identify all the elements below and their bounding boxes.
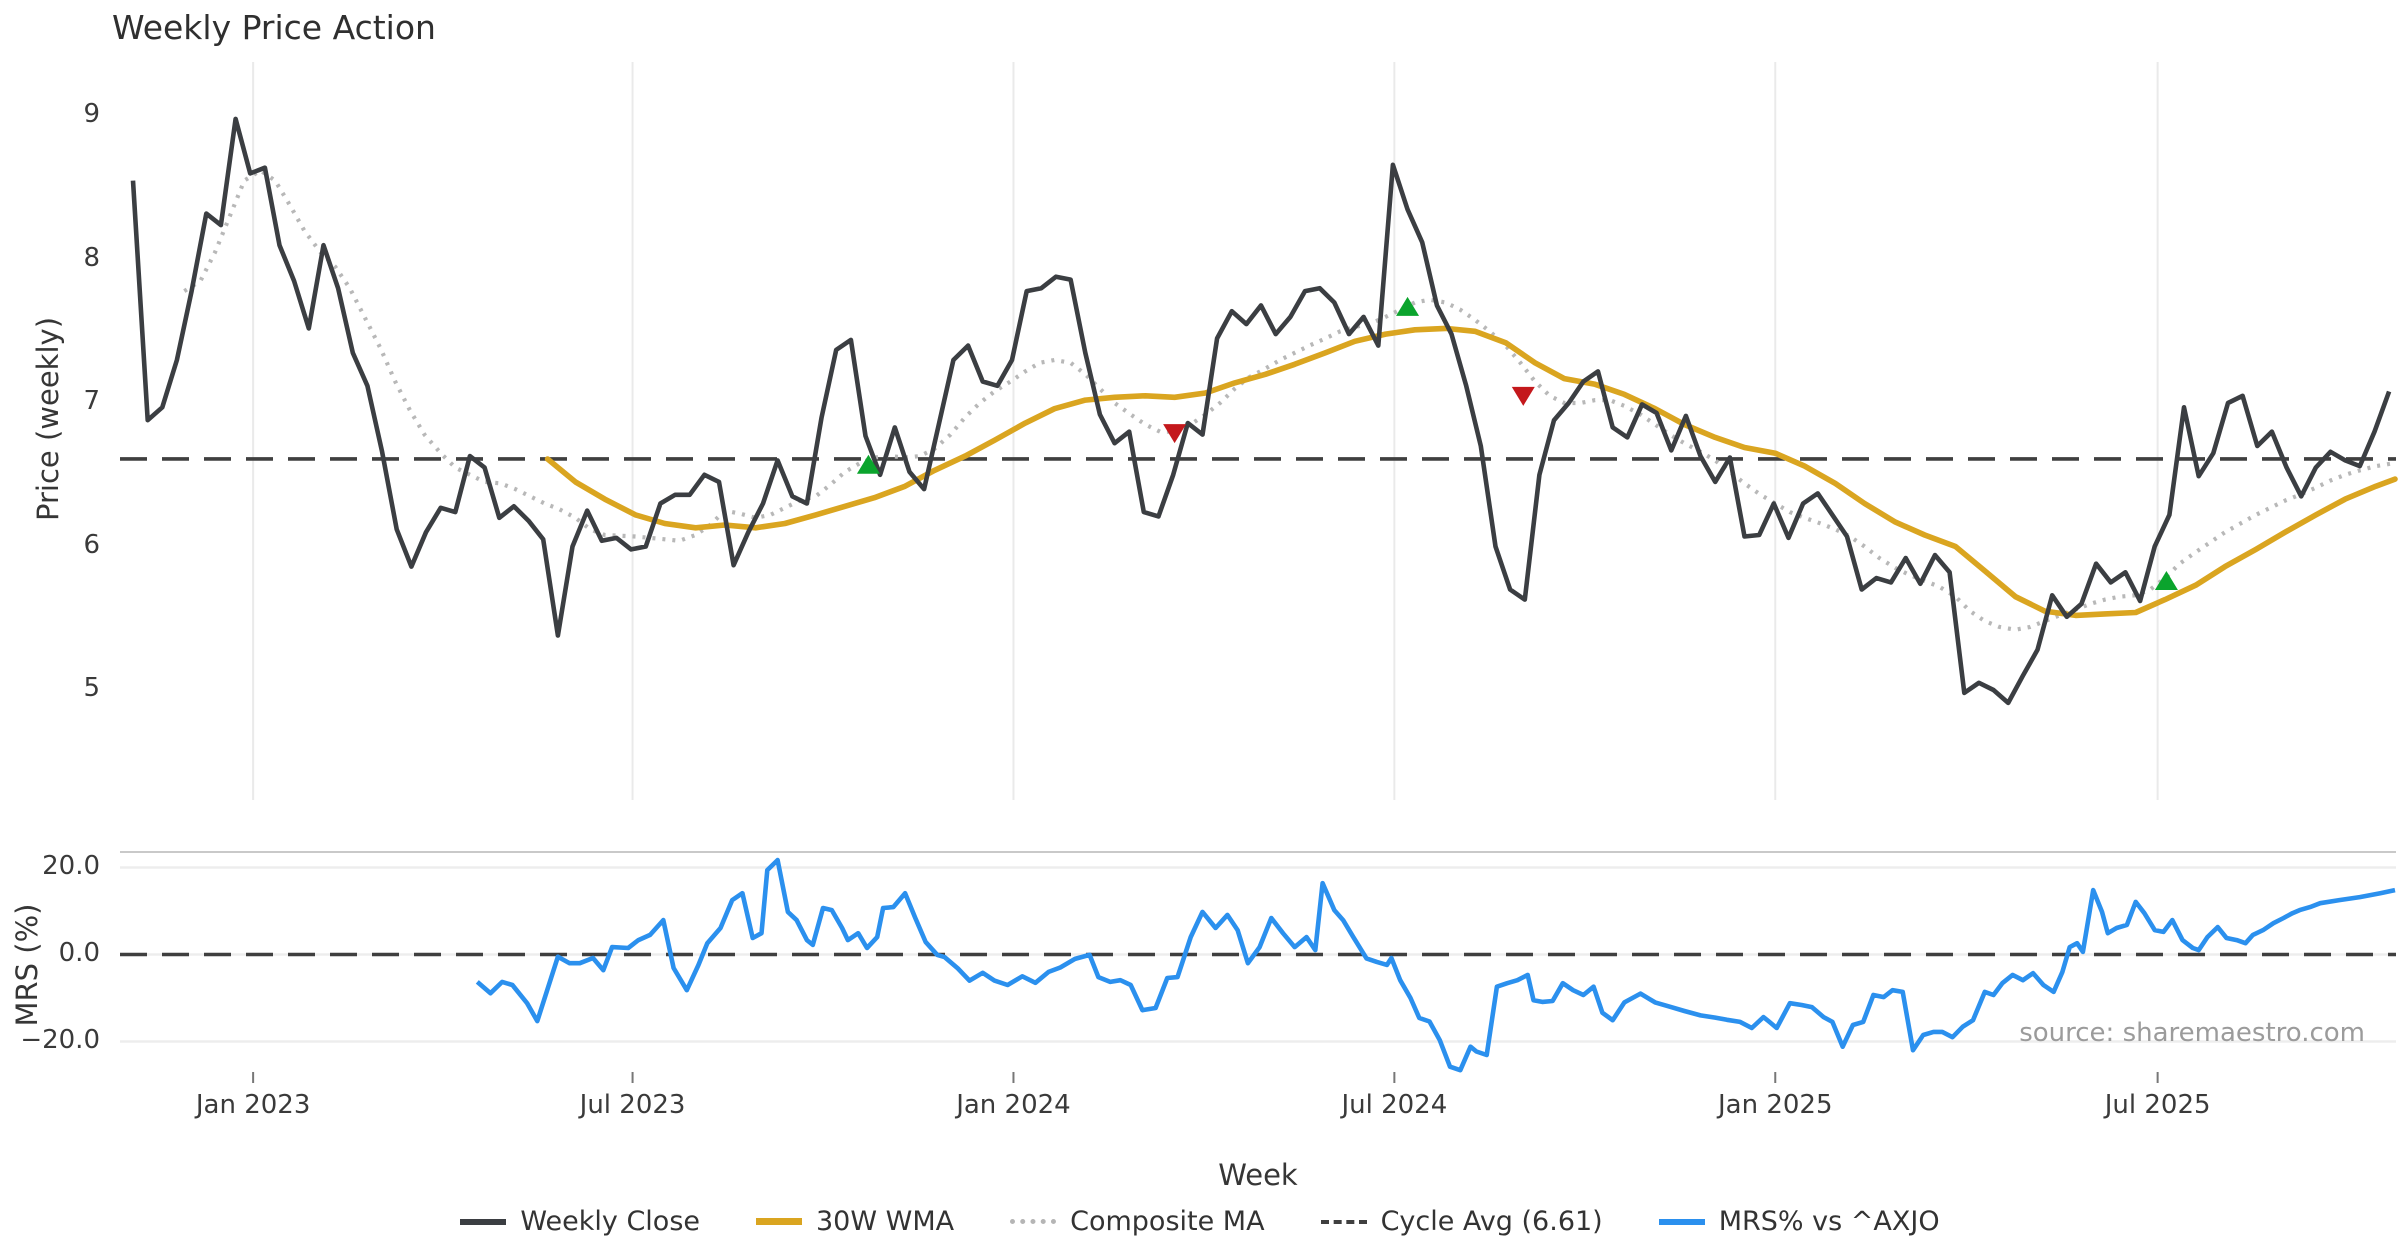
series-composite-ma <box>183 168 2394 632</box>
legend-label: 30W WMA <box>816 1206 955 1237</box>
price-tick-label: 7 <box>83 386 100 416</box>
price-tick-label: 9 <box>83 99 100 129</box>
series-weekly-close <box>130 116 2392 706</box>
mrs-tick-label: 20.0 <box>42 850 100 881</box>
chart-title: Weekly Price Action <box>112 8 436 47</box>
mrs-tick-label: −20.0 <box>20 1024 100 1055</box>
price-axis-label: Price (weekly) <box>31 316 65 521</box>
watermark: source: sharemaestro.com <box>2019 1018 2365 1048</box>
legend-line-swatch <box>756 1218 802 1225</box>
buy-marker-icon <box>856 454 880 474</box>
sell-marker-icon <box>1511 386 1535 406</box>
price-tick-label: 8 <box>83 242 100 273</box>
legend-label: Cycle Avg (6.61) <box>1380 1206 1603 1237</box>
mrs-tick-label: 0.0 <box>58 937 100 968</box>
x-tick-label: Jul 2025 <box>2104 1090 2211 1120</box>
legend-label: Composite MA <box>1070 1206 1265 1237</box>
legend-line-swatch <box>1010 1219 1057 1224</box>
price-tick-label: 6 <box>83 529 100 560</box>
legend-line-swatch <box>1658 1218 1705 1225</box>
legend-label: MRS% vs ^AXJO <box>1718 1206 1940 1237</box>
legend-item: MRS% vs ^AXJO <box>1658 1206 1940 1237</box>
legend-line-swatch <box>460 1218 507 1225</box>
sell-marker-icon <box>1163 424 1187 444</box>
buy-marker-icon <box>1396 296 1420 316</box>
x-tick-label: Jan 2025 <box>1717 1090 1833 1120</box>
x-tick-label: Jan 2024 <box>956 1090 1071 1120</box>
series-30w-wma <box>544 325 2398 619</box>
x-tick-label: Jan 2023 <box>195 1090 311 1120</box>
x-tick-label: Jul 2024 <box>1341 1090 1448 1120</box>
legend: Weekly Close 30W WMA Composite MA Cycle Avg… <box>0 1206 2400 1237</box>
legend-item: Weekly Close <box>460 1206 700 1237</box>
series-mrs <box>475 857 2396 1073</box>
buy-marker-icon <box>2154 570 2178 590</box>
legend-item: 30W WMA <box>756 1206 954 1237</box>
legend-item: Cycle Avg (6.61) <box>1320 1206 1603 1237</box>
x-axis-label: Week <box>1218 1158 1298 1192</box>
price-tick-label: 5 <box>83 673 100 703</box>
legend-item: Composite MA <box>1010 1206 1265 1237</box>
legend-line-swatch <box>1320 1219 1367 1224</box>
legend-label: Weekly Close <box>520 1206 700 1237</box>
x-tick-label: Jul 2023 <box>579 1090 686 1120</box>
